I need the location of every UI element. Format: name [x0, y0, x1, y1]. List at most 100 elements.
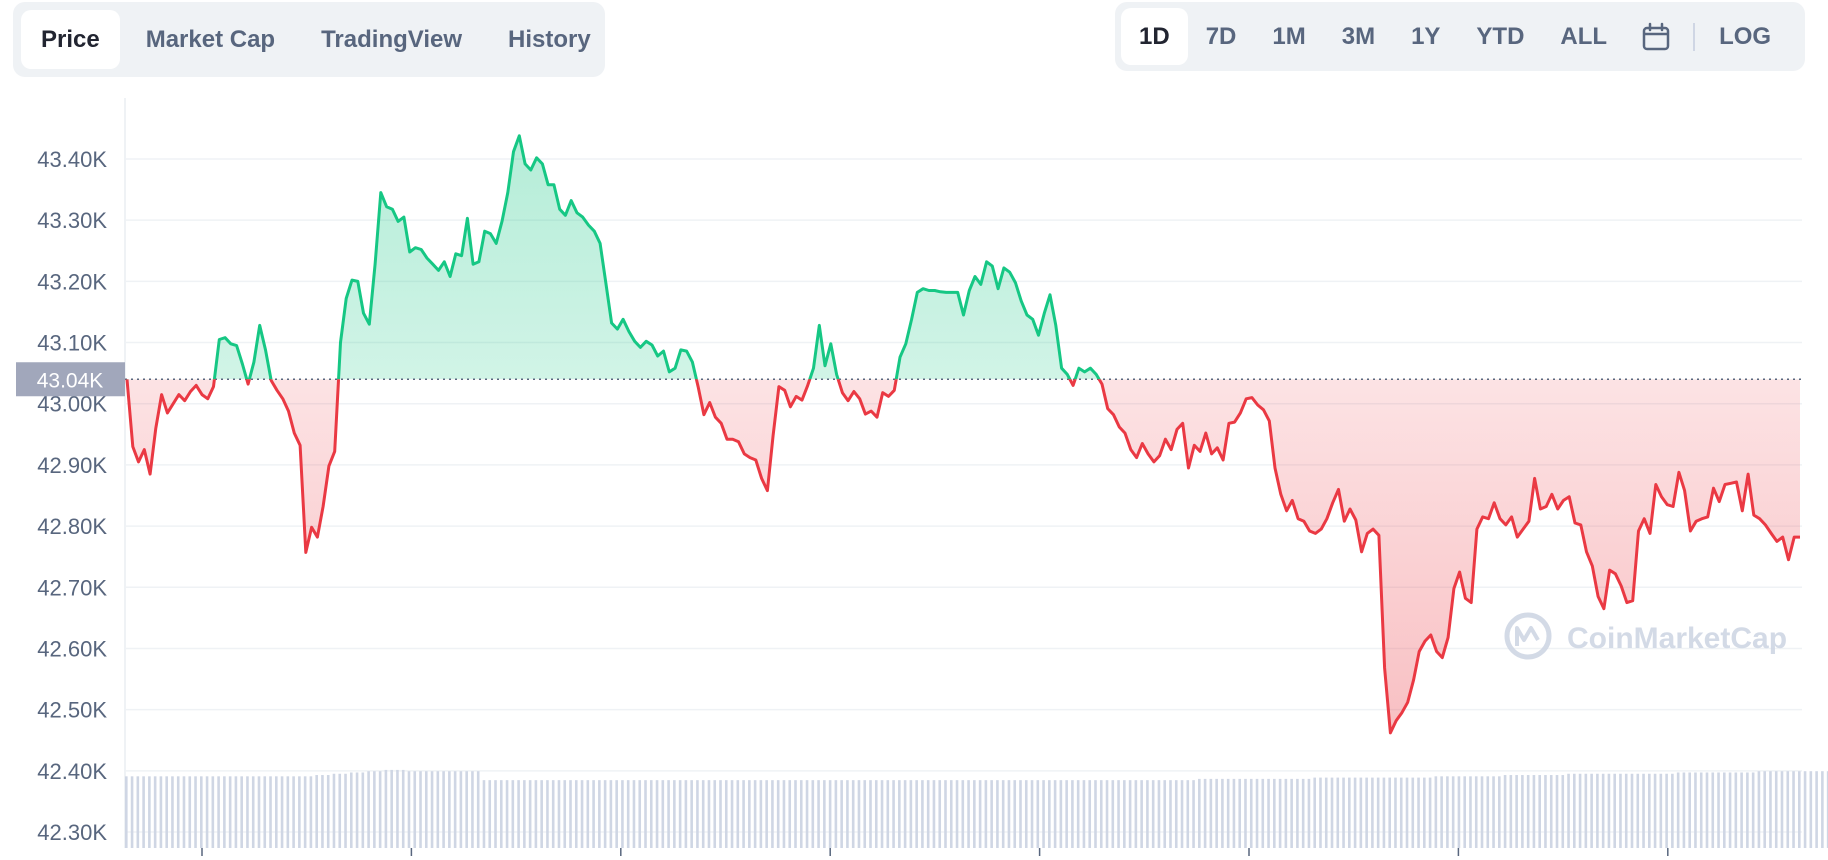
volume-bar [315, 775, 318, 848]
volume-bar [1117, 780, 1120, 848]
volume-bar [517, 780, 520, 848]
tab-history[interactable]: History [508, 25, 591, 53]
volume-bar [511, 780, 515, 848]
volume-bar [886, 780, 890, 848]
volume-bar [367, 771, 370, 848]
log-scale-button[interactable]: LOG [1719, 22, 1772, 50]
chart-type-tabs: Price Market Cap TradingView History [13, 2, 605, 77]
reference-price-label: 43.04K [37, 369, 104, 392]
range-divider [1693, 22, 1696, 51]
calendar-icon [1642, 22, 1670, 50]
volume-bar [1676, 772, 1680, 848]
tab-price[interactable]: Price [21, 10, 120, 69]
volume-bar [1382, 777, 1386, 848]
volume-bar [869, 780, 872, 848]
volume-bar [621, 780, 624, 848]
y-tick-label: 43.10K [37, 331, 107, 356]
volume-bar [1682, 772, 1686, 848]
tab-tradingview[interactable]: TradingView [321, 25, 463, 53]
range-1m-button[interactable]: 1M [1272, 22, 1306, 50]
tab-market-cap[interactable]: Market Cap [145, 25, 276, 53]
y-tick-label: 43.40K [37, 147, 107, 172]
volume-bar [1555, 775, 1559, 848]
volume-bar [759, 780, 763, 848]
volume-bar [1544, 775, 1547, 848]
volume-bar [448, 771, 451, 848]
volume-bar [1267, 778, 1270, 848]
volume-bar [932, 780, 936, 848]
volume-bar [834, 780, 838, 848]
y-tick-label: 42.60K [37, 636, 107, 661]
volume-bar [459, 771, 463, 848]
volume-bar [1059, 780, 1063, 848]
volume-bar [1140, 780, 1143, 848]
volume-bar [673, 780, 676, 848]
volume-bar [574, 780, 578, 848]
volume-bar [1232, 778, 1236, 848]
volume-bar [246, 776, 249, 848]
volume-bar [1809, 771, 1813, 848]
range-3m-button[interactable]: 3M [1341, 22, 1376, 50]
volume-bar [1659, 773, 1663, 848]
range-ytd-button[interactable]: YTD [1476, 22, 1525, 50]
range-1y-button[interactable]: 1Y [1411, 22, 1441, 50]
volume-bar [1330, 777, 1334, 848]
volume-bar [361, 772, 365, 848]
y-tick-label: 42.90K [37, 453, 107, 478]
volume-bar [1319, 777, 1322, 848]
date-picker-button[interactable] [1625, 8, 1687, 65]
volume-bar [1601, 773, 1605, 848]
volume-bar [1215, 778, 1218, 848]
volume-bar [1163, 780, 1167, 848]
volume-bar [476, 771, 480, 848]
volume-bar [598, 780, 601, 848]
volume-bar [667, 780, 670, 848]
volume-bar [1653, 773, 1657, 848]
coinmarketcap-logo-icon [1504, 612, 1552, 660]
volume-bar [251, 776, 255, 848]
volume-bar [1169, 780, 1172, 848]
volume-bar [1694, 772, 1697, 848]
volume-bar [292, 776, 295, 848]
volume-bar [1798, 771, 1801, 848]
volume-bar [1521, 775, 1524, 848]
volume-bar [955, 780, 959, 848]
volume-bar [1134, 780, 1138, 848]
volume-bar [805, 780, 809, 848]
volume-bar [1342, 777, 1345, 848]
volume-bar [1365, 777, 1368, 848]
volume-bar [1590, 773, 1593, 848]
volume-bar [1174, 780, 1178, 848]
volume-bar [130, 776, 134, 848]
volume-bar [1042, 780, 1045, 848]
volume-bar [1353, 777, 1357, 848]
volume-bar [1261, 778, 1265, 848]
y-axis: 42.30K 42.40K 42.50K 42.60K 42.70K 42.80K 42.9… [37, 147, 107, 845]
volume-bar [586, 780, 590, 848]
range-all-button[interactable]: ALL [1560, 22, 1608, 50]
volume-bar [171, 776, 174, 848]
volume-bar [1440, 776, 1443, 848]
volume-bar [644, 780, 647, 848]
volume-bar [401, 769, 405, 848]
volume-bar [1099, 780, 1103, 848]
volume-bar [274, 776, 278, 848]
volume-bar [1076, 780, 1080, 848]
volume-bar [1192, 780, 1195, 848]
range-7d-button[interactable]: 7D [1205, 22, 1237, 50]
volume-bar [1584, 773, 1588, 848]
volume-bar [286, 776, 290, 848]
volume-bar [742, 780, 745, 848]
volume-bar [1532, 775, 1536, 848]
volume-bar [1105, 780, 1109, 848]
volume-bar [990, 780, 993, 848]
volume-bar [840, 780, 843, 848]
volume-bar [753, 780, 757, 848]
range-1d-button[interactable]: 1D [1121, 8, 1188, 65]
volume-bar [1624, 773, 1628, 848]
volume-bar [1001, 780, 1005, 848]
volume-bar [1082, 780, 1086, 848]
volume-bar [846, 780, 849, 848]
volume-bar [1780, 771, 1784, 848]
